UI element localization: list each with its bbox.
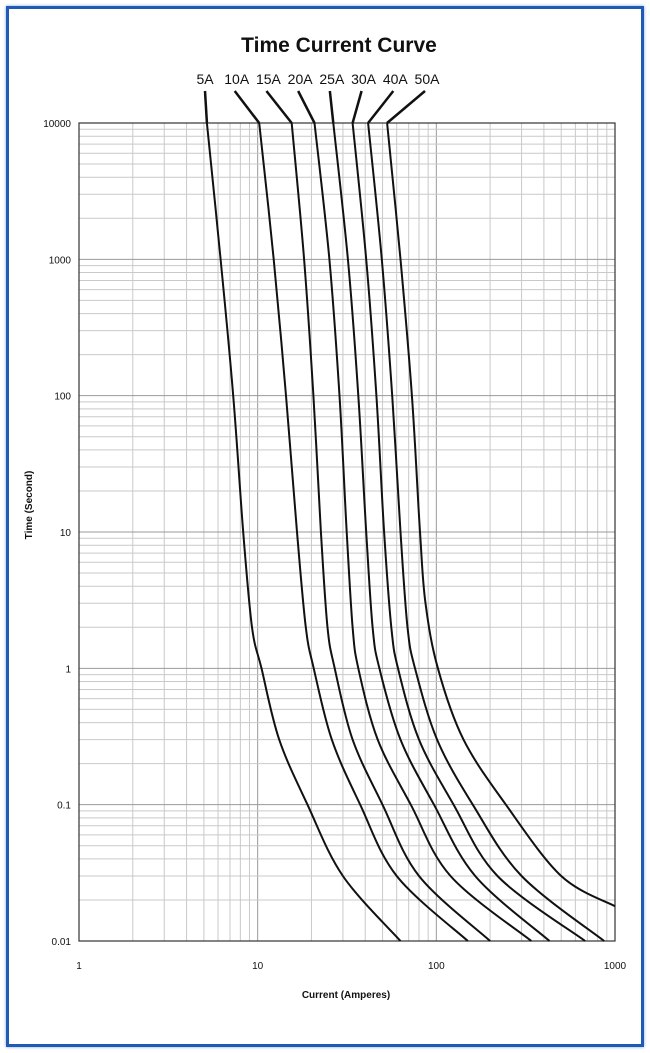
leader-line-20a bbox=[297, 90, 316, 124]
series-label-50a: 50A bbox=[415, 71, 441, 87]
leader-line-25a bbox=[328, 90, 335, 124]
x-tick-label: 1 bbox=[76, 961, 82, 972]
leader-line-50a bbox=[386, 90, 426, 124]
leader-line-30a bbox=[351, 90, 363, 124]
leader-line-15a bbox=[265, 90, 293, 124]
grid bbox=[79, 123, 615, 941]
series-label-25a: 25A bbox=[319, 71, 345, 87]
y-tick-label: 10000 bbox=[43, 119, 71, 130]
x-tick-label: 1000 bbox=[604, 961, 627, 972]
labels: 1 10 100 1000 0.01 0.1 1 10 100 1000 10000 5A 10A 15A… bbox=[43, 71, 626, 972]
y-tick-label: 1 bbox=[65, 664, 71, 675]
series-label-10a: 10A bbox=[224, 71, 250, 87]
y-tick-label: 10 bbox=[60, 528, 72, 539]
y-tick-label: 0.1 bbox=[57, 801, 71, 812]
curve-20a bbox=[313, 122, 532, 942]
series-label-30a: 30A bbox=[351, 71, 377, 87]
series-label-15a: 15A bbox=[256, 71, 282, 87]
chart-frame bbox=[6, 6, 644, 1047]
plot-area-border bbox=[78, 122, 616, 942]
curve-10a bbox=[258, 122, 469, 942]
x-axis-label: Current (Amperes) bbox=[302, 990, 390, 1001]
leader-line-5a bbox=[203, 90, 209, 124]
y-tick-label: 1000 bbox=[49, 255, 72, 266]
legend-leaders bbox=[203, 90, 426, 124]
y-tick-label: 0.01 bbox=[52, 937, 72, 948]
y-axis-label: Time (Second) bbox=[24, 471, 35, 540]
series-label-20a: 20A bbox=[288, 71, 314, 87]
y-tick-label: 100 bbox=[54, 392, 71, 403]
curve-30a bbox=[351, 122, 586, 942]
curve-50a bbox=[386, 122, 616, 908]
x-tick-label: 100 bbox=[428, 961, 445, 972]
leader-line-10a bbox=[233, 90, 261, 124]
curve-25a bbox=[332, 122, 551, 942]
curves bbox=[205, 122, 616, 942]
curve-15a bbox=[290, 122, 491, 942]
series-label-40a: 40A bbox=[383, 71, 409, 87]
series-label-5a: 5A bbox=[196, 71, 214, 87]
leader-line-40a bbox=[367, 90, 395, 124]
curve-40a bbox=[367, 122, 605, 942]
curve-5a bbox=[205, 122, 402, 942]
chart-title: Time Current Curve bbox=[241, 34, 437, 57]
x-tick-label: 10 bbox=[252, 961, 264, 972]
